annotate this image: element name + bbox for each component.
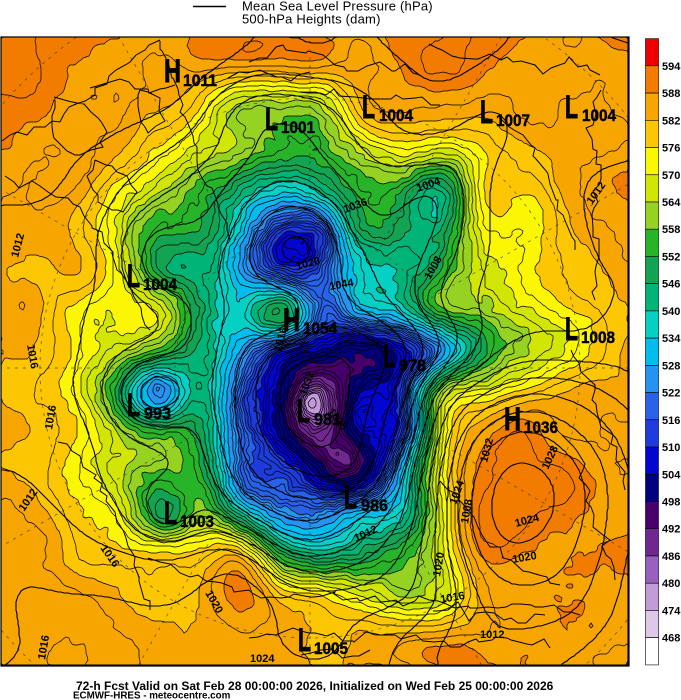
svg-text:534: 534 — [662, 333, 681, 345]
svg-text:1054: 1054 — [303, 319, 337, 338]
svg-text:H: H — [164, 53, 181, 89]
svg-text:ECMWF-HRES - meteocentre.com: ECMWF-HRES - meteocentre.com — [73, 691, 231, 700]
svg-text:L: L — [480, 94, 493, 130]
svg-text:L: L — [383, 338, 396, 374]
svg-text:72-h Fcst Valid on Sat Feb 28: 72-h Fcst Valid on Sat Feb 28 00:00:00 2… — [76, 679, 554, 693]
svg-text:1016: 1016 — [24, 343, 40, 369]
svg-text:L: L — [265, 101, 278, 137]
svg-text:1016: 1016 — [36, 634, 52, 660]
svg-text:Mean Sea Level Pressure (hPa): Mean Sea Level Pressure (hPa) — [242, 0, 433, 14]
svg-text:1005: 1005 — [314, 639, 348, 658]
svg-text:564: 564 — [662, 197, 681, 209]
svg-text:500-hPa Heights (dam): 500-hPa Heights (dam) — [242, 12, 381, 27]
svg-text:588: 588 — [662, 88, 680, 100]
svg-text:L: L — [344, 479, 357, 515]
svg-text:1024: 1024 — [250, 653, 275, 665]
svg-text:492: 492 — [662, 524, 680, 536]
svg-text:522: 522 — [662, 388, 680, 400]
svg-text:552: 552 — [662, 251, 680, 263]
svg-text:L: L — [127, 387, 140, 423]
svg-text:576: 576 — [662, 143, 680, 155]
svg-text:993: 993 — [144, 404, 171, 423]
svg-text:510: 510 — [662, 442, 680, 454]
svg-text:978: 978 — [399, 356, 426, 375]
svg-text:558: 558 — [662, 224, 680, 236]
svg-text:L: L — [127, 258, 140, 294]
svg-text:1004: 1004 — [143, 275, 177, 294]
svg-text:1044: 1044 — [328, 277, 355, 293]
svg-text:H: H — [504, 401, 521, 437]
svg-text:540: 540 — [662, 306, 680, 318]
svg-text:474: 474 — [662, 605, 681, 617]
svg-text:594: 594 — [662, 61, 681, 73]
svg-text:1020: 1020 — [431, 551, 447, 577]
svg-text:1020: 1020 — [511, 550, 537, 566]
svg-text:1008: 1008 — [581, 328, 615, 347]
svg-text:582: 582 — [662, 115, 680, 127]
svg-text:1012: 1012 — [480, 629, 504, 641]
svg-text:480: 480 — [662, 578, 680, 590]
svg-text:H: H — [283, 302, 300, 338]
svg-text:1016: 1016 — [439, 590, 465, 606]
svg-text:504: 504 — [662, 469, 681, 481]
svg-text:468: 468 — [662, 633, 680, 645]
svg-text:981: 981 — [314, 410, 341, 429]
svg-text:1011: 1011 — [183, 71, 217, 90]
svg-text:L: L — [565, 311, 578, 347]
svg-text:1008: 1008 — [459, 498, 475, 524]
svg-text:1003: 1003 — [180, 512, 214, 531]
svg-text:1004: 1004 — [379, 106, 413, 125]
svg-text:570: 570 — [662, 170, 680, 182]
svg-text:1001: 1001 — [281, 118, 315, 137]
svg-text:L: L — [565, 89, 578, 125]
svg-text:516: 516 — [662, 415, 680, 427]
svg-text:1007: 1007 — [496, 111, 530, 130]
svg-text:L: L — [362, 89, 375, 125]
svg-text:498: 498 — [662, 497, 680, 509]
svg-text:486: 486 — [662, 551, 680, 563]
svg-text:546: 546 — [662, 279, 680, 291]
svg-text:1004: 1004 — [582, 106, 616, 125]
svg-text:1016: 1016 — [43, 404, 59, 430]
svg-text:L: L — [164, 495, 177, 531]
svg-text:L: L — [298, 622, 311, 658]
svg-text:1036: 1036 — [524, 418, 558, 437]
svg-text:L: L — [297, 393, 310, 429]
svg-text:986: 986 — [361, 496, 388, 515]
svg-text:528: 528 — [662, 360, 680, 372]
